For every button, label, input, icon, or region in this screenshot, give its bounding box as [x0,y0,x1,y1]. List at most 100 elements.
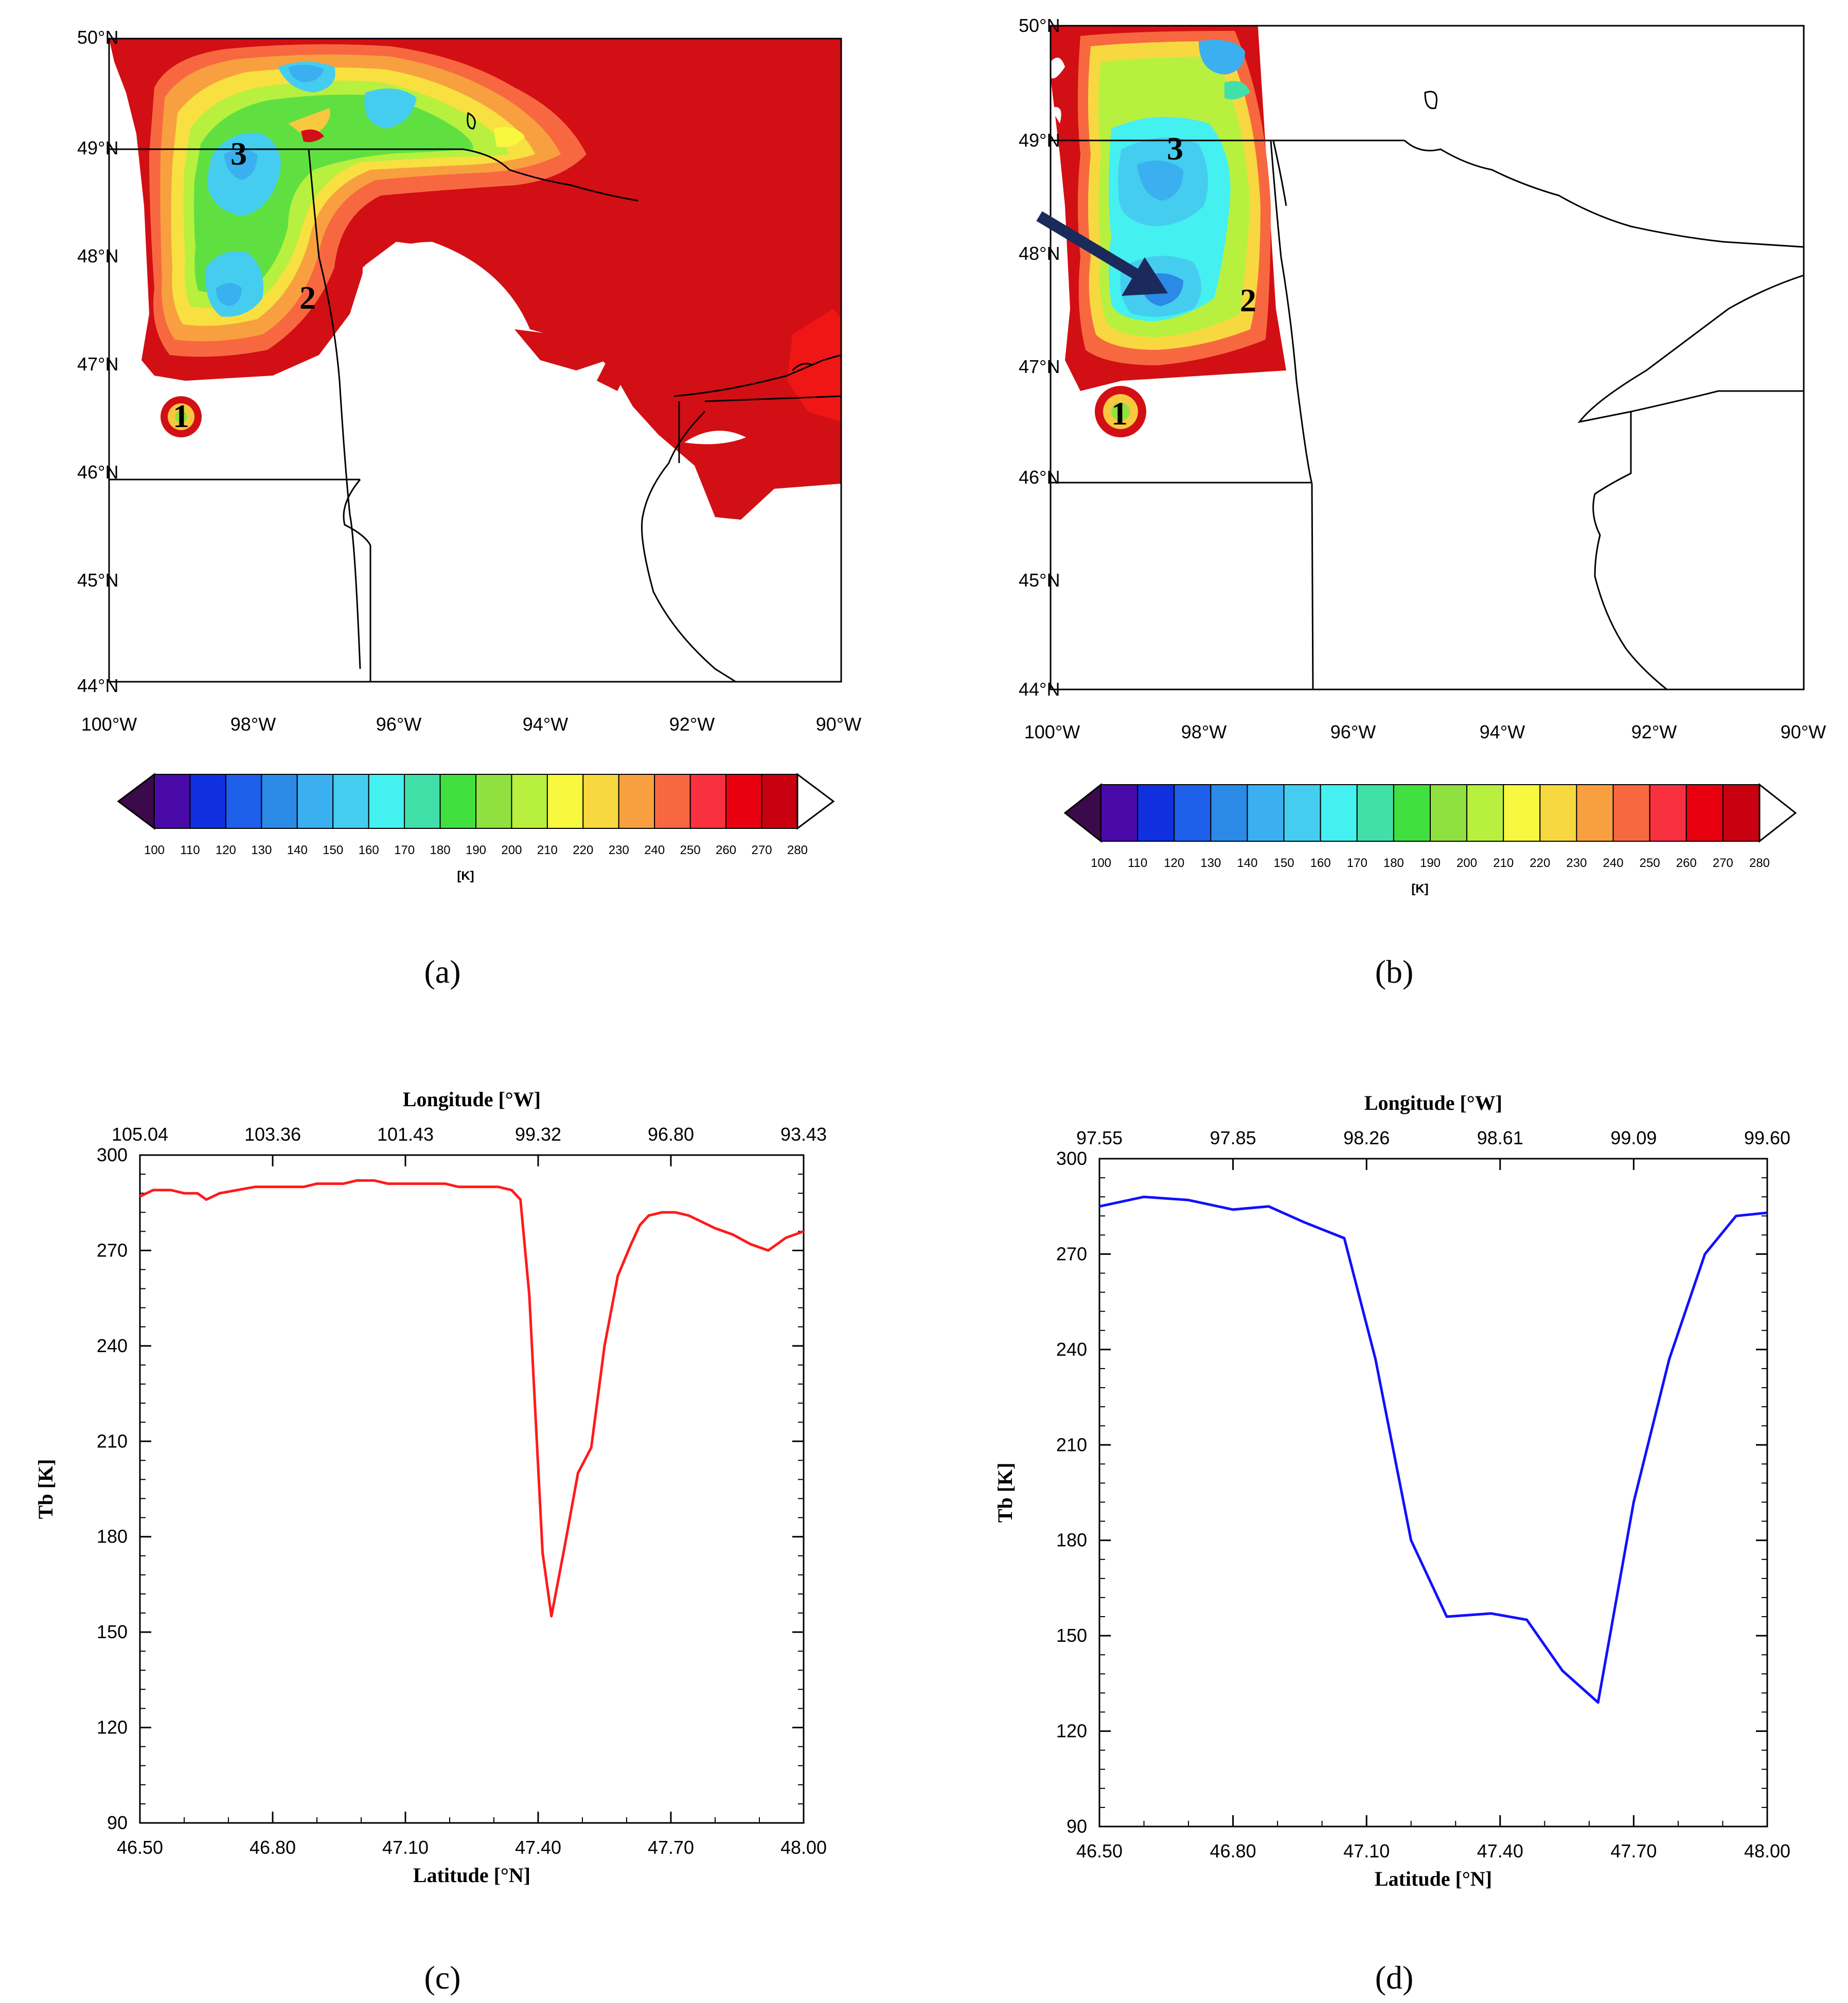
colorbar-cell [439,774,476,829]
colorbar-tick-label: 110 [180,843,200,857]
colorbar-cell [761,774,798,829]
colorbar-tick-label: 260 [1676,856,1697,870]
lon-label: 92°W [1631,721,1677,742]
colorbar-unit-label: [K] [1411,882,1428,896]
colorbar-tick-label: 270 [752,843,772,857]
y-tick-label: 300 [1056,1148,1087,1169]
colorbar-unit-label: [K] [457,869,474,883]
colorbar-tick-label: 260 [716,843,736,857]
colorbar-tick-label: 210 [1493,856,1514,870]
lon-label: 96°W [1330,721,1376,742]
colorbar-tick-label: 190 [1420,856,1441,870]
x-tick-label: 47.40 [515,1837,561,1858]
colorbar-tick-label: 170 [1347,856,1367,870]
top-axis-title: Longitude [°W] [403,1088,541,1111]
lat-label: 47°N [1019,356,1060,377]
colorbar-tick-label: 200 [1456,856,1477,870]
lon-label: 92°W [669,714,715,735]
lon-label: 100°W [1024,721,1080,742]
lon-label: 98°W [230,714,276,735]
arrow-annotation [1036,211,1168,296]
lon-label: 90°W [1781,721,1826,742]
y-tick-label: 90 [107,1812,128,1833]
colorbar-cell [618,774,655,829]
lat-label: 49°N [1019,130,1060,151]
y-tick-label: 150 [97,1621,128,1642]
y-tick-label: 180 [1056,1530,1087,1551]
y-tick-label: 270 [1056,1243,1087,1264]
top-tick-label: 99.09 [1610,1127,1657,1148]
colorbar-tick-label: 280 [1749,856,1770,870]
lat-label: 50°N [1019,15,1060,36]
colorbar-tick-label: 140 [1237,856,1257,870]
y-tick-label: 210 [1056,1434,1087,1455]
y-tick-label: 150 [1056,1625,1087,1646]
colorbar-cell [1137,784,1175,842]
lon-label: 98°W [1181,721,1227,742]
top-tick-label: 98.61 [1477,1127,1523,1148]
colorbar-cell [1612,784,1650,842]
colorbar-cell [1539,784,1577,842]
panel-b-map: 50°N 49°N 48°N 47°N 46°N 45°N 44°N 100°W… [1019,15,1826,742]
lat-label: 45°N [77,570,118,591]
storm-label-1: 1 [1111,395,1128,432]
colorbar-cell [689,774,727,829]
colorbar-right-triangle [796,773,835,830]
colorbar-tick-label: 230 [609,843,629,857]
x-tick-label: 48.00 [1744,1840,1790,1862]
x-tick-label: 47.10 [382,1837,429,1858]
lat-label: 48°N [1019,243,1060,264]
x-tick-label: 46.80 [250,1837,296,1858]
colorbar-cell [404,774,441,829]
colorbar-tick-label: 220 [573,843,593,857]
series-line [1099,1195,1768,1704]
x-tick-label: 48.00 [780,1837,827,1858]
colorbar-tick-label: 240 [1603,856,1624,870]
colorbar-cell [332,774,369,829]
panel-label-c: (c) [424,1959,460,1996]
colorbar-cell [546,774,584,829]
colorbar-right-triangle [1758,783,1797,843]
x-axis-title: Latitude [°N] [1375,1867,1492,1890]
panel-a-map: 50°N 49°N 48°N 47°N 46°N 45°N 44°N 100°W… [77,27,861,735]
storm-label-2: 2 [1240,282,1256,318]
y-tick-label: 180 [97,1526,128,1547]
lon-labels-a: 100°W 98°W 96°W 94°W 92°W 90°W [81,714,861,735]
colorbar-tick-label: 100 [1091,856,1111,870]
lon-labels-b: 100°W 98°W 96°W 94°W 92°W 90°W [1024,721,1826,742]
x-axis-title: Latitude [°N] [413,1864,530,1887]
top-tick-label: 93.43 [780,1124,827,1145]
lon-label: 96°W [376,714,421,735]
x-tick-label: 46.50 [117,1837,163,1858]
colorbar-cell [1320,784,1358,842]
y-tick-label: 270 [97,1239,128,1261]
colorbar-cell [1685,784,1723,842]
colorbar-cell [1393,784,1431,842]
colorbar-cell [368,774,405,829]
line-chart-c: 90 120 150 180 210 240 270 300 46.50 46.80 47.10 47… [34,1088,827,1887]
colorbar-cell [1649,784,1687,842]
colorbar-tick-label: 120 [1164,856,1184,870]
x-tick-label: 47.70 [648,1837,694,1858]
lat-label: 49°N [77,137,118,158]
y-axis-title: Tb [K] [34,1459,57,1519]
panel-label-d: (d) [1375,1959,1414,1996]
colorbar-cell [1283,784,1321,842]
lon-label: 100°W [81,714,137,735]
top-tick-label: 98.26 [1343,1127,1390,1148]
lat-label: 45°N [1019,570,1060,591]
colorbar-tick-label: 200 [501,843,522,857]
colorbar-tick-label: 110 [1128,856,1147,870]
colorbar-cell [1174,784,1212,842]
colorbar-cell [1356,784,1394,842]
colorbar-cell [1576,784,1614,842]
lat-label: 44°N [77,675,118,696]
colorbar-cell [1503,784,1541,842]
colorbar-cell [154,774,191,829]
colorbar-cell [654,774,691,829]
lat-labels-b: 50°N 49°N 48°N 47°N 46°N 45°N 44°N [1019,15,1060,700]
colorbar-cell [725,774,762,829]
storm-label-3: 3 [230,135,247,172]
colorbar-tick-label: 280 [787,843,808,857]
